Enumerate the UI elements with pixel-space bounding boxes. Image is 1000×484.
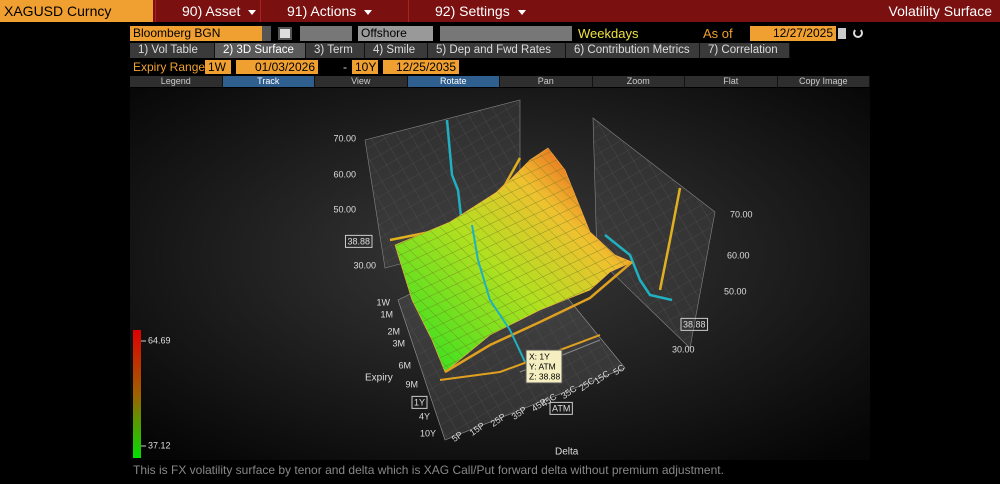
menu[interactable]: 90) Asset (155, 0, 257, 22)
expiry-tick-label: 2M (387, 326, 400, 336)
dropdown-button[interactable] (262, 26, 271, 41)
range-separator: - (343, 60, 347, 74)
right-wall-term (604, 234, 673, 302)
right-wall-term2 (658, 187, 682, 291)
z-tick-label: 70.00 (333, 133, 356, 143)
calendar-icon[interactable] (838, 28, 846, 39)
tab[interactable]: 5) Dep and Fwd Rates (428, 43, 566, 58)
expiry-tick-label: 1W (377, 297, 391, 307)
colorbar-max: 64.69 (148, 335, 171, 345)
as-of-label: As of (703, 26, 733, 41)
tab[interactable]: 7) Correlation (700, 43, 790, 58)
expiry-tick-label: 3M (392, 338, 405, 348)
tooltip-line: Y: ATM (529, 361, 556, 371)
colorbar (133, 330, 141, 458)
right-wall-grid (593, 118, 715, 348)
market-dropdown[interactable]: Offshore (358, 26, 433, 41)
tab[interactable]: 6) Contribution Metrics (566, 43, 700, 58)
tab[interactable]: 3) Term (306, 43, 365, 58)
tool-button[interactable]: Copy Image (777, 76, 870, 87)
caret (517, 9, 526, 15)
expiry-from[interactable]: 1W (205, 60, 231, 74)
z-tick-label: 50.00 (724, 286, 747, 296)
tooltip-line: Z: 38.88 (529, 371, 560, 381)
z-marker: 38.88 (683, 319, 706, 329)
days-label: Weekdays (578, 26, 639, 41)
surface-front-edge (444, 261, 633, 374)
page-title: Volatility Surface (888, 3, 993, 19)
save-icon[interactable] (278, 27, 292, 40)
expiry-tick-label: 1Y (414, 397, 425, 407)
refresh-icon[interactable] (853, 28, 863, 38)
tooltip-box (525, 349, 563, 384)
menu[interactable]: 91) Actions (260, 0, 373, 22)
tool-button[interactable]: Pan (500, 76, 593, 87)
footer-note: This is FX volatility surface by tenor a… (133, 463, 724, 477)
tool-button[interactable]: View (315, 76, 408, 87)
blank-dropdown[interactable] (300, 26, 352, 41)
expiry-tick-label: 9M (405, 379, 418, 389)
expiry-tick-label: 10Y (420, 428, 436, 438)
expiry-tick-label: 1M (380, 309, 393, 319)
delta-tick-label: ATM (552, 403, 570, 413)
expiry-to-date[interactable]: 12/25/2035 (383, 60, 459, 74)
z-marker: 38.88 (347, 236, 370, 246)
menu[interactable]: 92) Settings (408, 0, 548, 22)
marker-box (549, 401, 573, 415)
atm-line (471, 224, 526, 363)
caret (364, 9, 373, 15)
tool-button[interactable]: Zoom (592, 76, 685, 87)
z-tick-label: 70.00 (730, 209, 753, 219)
marker-box (344, 234, 373, 248)
caret (248, 9, 257, 15)
tab[interactable]: 4) Smile (365, 43, 428, 58)
expiry-tick-label: 4Y (419, 411, 430, 421)
z-tick-label: 50.00 (333, 204, 356, 214)
expiry-from-date[interactable]: 01/03/2026 (236, 60, 318, 74)
blank-field[interactable] (440, 26, 572, 41)
tab[interactable]: 1) Vol Table (130, 43, 215, 58)
as-of-date[interactable]: 12/27/2025 (750, 26, 836, 41)
z-tick-label: 30.00 (672, 344, 695, 354)
tooltip-line: X: 1Y (529, 351, 550, 361)
header-bar (0, 0, 1000, 22)
delta-axis-title: Delta (555, 447, 579, 458)
tool-button[interactable]: Track (222, 76, 315, 87)
tab[interactable]: 2) 3D Surface (215, 43, 306, 58)
vol-surface-mesh (395, 148, 632, 372)
expiry-tick-label: 6M (398, 360, 411, 370)
z-tick-label: 60.00 (727, 250, 750, 260)
expiry-to[interactable]: 10Y (352, 60, 378, 74)
z-tick-label: 60.00 (333, 169, 356, 179)
source-dropdown[interactable]: Bloomberg BGN (130, 26, 270, 41)
expiry-axis-title: Expiry (365, 373, 393, 384)
left-wall-atm (445, 119, 464, 226)
axis-labels: 70.00 60.00 50.00 30.00 38.88 70.00 60.00 50.00… (333, 133, 752, 444)
ticker[interactable]: XAGUSD Curncy (0, 0, 153, 22)
tool-button[interactable]: Rotate (407, 76, 500, 87)
marker-box (680, 317, 709, 331)
tool-button[interactable]: Flat (685, 76, 778, 87)
marker-box (411, 395, 428, 409)
tool-button[interactable]: Legend (130, 76, 223, 87)
z-tick-label: 30.00 (353, 260, 376, 270)
colorbar-min: 37.12 (148, 440, 171, 450)
expiry-range-label: Expiry Range (133, 60, 206, 74)
